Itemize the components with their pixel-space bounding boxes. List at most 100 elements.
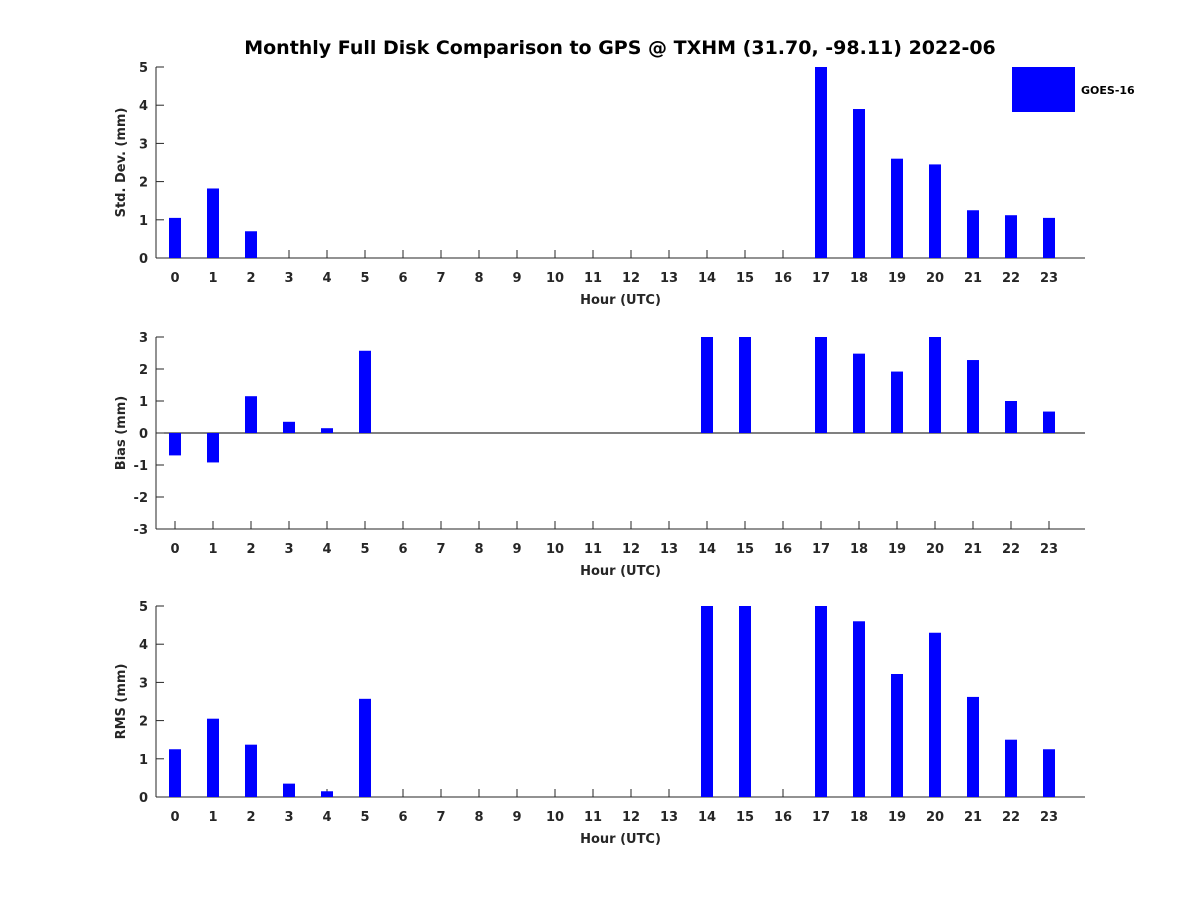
panel-std-xtick-label: 15: [736, 271, 754, 286]
panel-bias-xtick-label: 12: [622, 542, 640, 557]
bar-rms-20: [929, 632, 941, 797]
panel-rms-xtick-label: 7: [436, 810, 445, 825]
bar-std-23: [1043, 217, 1055, 258]
panel-bias-xtick-label: 0: [170, 542, 179, 557]
panel-std-xtick-label: 6: [398, 271, 407, 286]
bar-rms-1: [207, 718, 219, 797]
panel-std-xtick-label: 3: [284, 271, 293, 286]
panel-bias-xlabel: Hour (UTC): [580, 564, 661, 579]
chart-title: Monthly Full Disk Comparison to GPS @ TX…: [244, 37, 996, 59]
panel-bias-xtick-label: 2: [246, 542, 255, 557]
panel-std-xtick-label: 18: [850, 271, 868, 286]
panel-bias-xtick-label: 16: [774, 542, 792, 557]
panel-bias-xtick-label: 22: [1002, 542, 1020, 557]
bar-bias-15: [739, 337, 751, 433]
panel-bias-ylabel: Bias (mm): [114, 396, 129, 470]
panel-rms-xtick-label: 16: [774, 810, 792, 825]
panel-std-xtick-label: 0: [170, 271, 179, 286]
panel-rms-xtick-label: 6: [398, 810, 407, 825]
bar-bias-1: [207, 433, 219, 463]
panel-std-ytick-label: 2: [139, 176, 148, 191]
bar-std-17: [815, 67, 827, 258]
bar-rms-14: [701, 606, 713, 797]
panel-bias-xtick-label: 20: [926, 542, 944, 557]
legend-label-goes-16: GOES-16: [1081, 84, 1135, 97]
panel-bias-xtick-label: 6: [398, 542, 407, 557]
panel-rms-xtick-label: 2: [246, 810, 255, 825]
panel-bias-xtick-label: 17: [812, 542, 830, 557]
panel-std-xtick-label: 9: [512, 271, 521, 286]
panel-bias-ytick-label: 0: [139, 427, 148, 442]
panel-rms-xtick-label: 15: [736, 810, 754, 825]
panel-bias-xtick-label: 23: [1040, 542, 1058, 557]
panel-rms-xtick-label: 1: [208, 810, 217, 825]
panel-bias-xtick-label: 4: [322, 542, 331, 557]
panel-bias-xtick-label: 8: [474, 542, 483, 557]
panel-rms-ytick-label: 1: [139, 753, 148, 768]
bar-bias-22: [1005, 401, 1017, 433]
panel-bias-xtick-label: 15: [736, 542, 754, 557]
bar-std-2: [245, 231, 257, 258]
panel-rms-xtick-label: 0: [170, 810, 179, 825]
panel-bias-xtick-label: 1: [208, 542, 217, 557]
bar-std-18: [853, 109, 865, 259]
panel-rms-xlabel: Hour (UTC): [580, 832, 661, 847]
panel-rms-xtick-label: 10: [546, 810, 564, 825]
panel-std-xtick-label: 19: [888, 271, 906, 286]
chart-legend: GOES-16: [1012, 67, 1135, 112]
panel-rms-ytick-label: 5: [139, 600, 148, 615]
panel-bias-xtick-label: 14: [698, 542, 716, 557]
panel-rms-xtick-label: 5: [360, 810, 369, 825]
panel-rms-xtick-label: 21: [964, 810, 982, 825]
panel-bias-xtick-label: 10: [546, 542, 564, 557]
panel-bias-xtick-label: 19: [888, 542, 906, 557]
panel-bias-xtick-label: 21: [964, 542, 982, 557]
bar-rms-23: [1043, 749, 1055, 797]
panel-bias-ytick-label: 2: [139, 363, 148, 378]
bar-rms-4: [321, 791, 333, 797]
bar-bias-17: [815, 337, 827, 433]
bar-std-1: [207, 188, 219, 258]
panel-std-ytick-label: 4: [139, 99, 148, 114]
panel-std-xtick-label: 14: [698, 271, 716, 286]
bar-rms-19: [891, 673, 903, 797]
panel-rms-xtick-label: 11: [584, 810, 602, 825]
panel-rms-ytick-label: 0: [139, 791, 148, 806]
bar-rms-0: [169, 749, 181, 797]
panel-std-xtick-label: 1: [208, 271, 217, 286]
bar-bias-4: [321, 428, 333, 433]
bar-bias-19: [891, 371, 903, 433]
bar-rms-2: [245, 744, 257, 797]
bar-rms-21: [967, 696, 979, 797]
panel-std-xtick-label: 22: [1002, 271, 1020, 286]
panel-std-xtick-label: 4: [322, 271, 331, 286]
bar-rms-15: [739, 606, 751, 797]
panel-rms-ytick-label: 2: [139, 715, 148, 730]
panel-bias-xtick-label: 13: [660, 542, 678, 557]
panel-rms-xtick-label: 22: [1002, 810, 1020, 825]
panel-std-xtick-label: 12: [622, 271, 640, 286]
panel-bias-ytick-label: -3: [134, 523, 148, 538]
bar-bias-0: [169, 433, 181, 456]
panel-rms-xtick-label: 19: [888, 810, 906, 825]
bar-bias-3: [283, 421, 295, 433]
panel-bias-ytick-label: -2: [134, 491, 148, 506]
panel-rms-xtick-label: 8: [474, 810, 483, 825]
bar-rms-17: [815, 606, 827, 797]
panel-std-ytick-label: 1: [139, 214, 148, 229]
panel-std-xtick-label: 16: [774, 271, 792, 286]
bar-std-22: [1005, 215, 1017, 258]
panel-bias-xtick-label: 18: [850, 542, 868, 557]
panel-std-xtick-label: 8: [474, 271, 483, 286]
panel-std-xtick-label: 23: [1040, 271, 1058, 286]
panel-bias-ytick-label: -1: [134, 459, 148, 474]
panel-std-ytick-label: 5: [139, 61, 148, 76]
panel-bias-xtick-label: 3: [284, 542, 293, 557]
panel-std-xtick-label: 11: [584, 271, 602, 286]
panel-std-xtick-label: 20: [926, 271, 944, 286]
